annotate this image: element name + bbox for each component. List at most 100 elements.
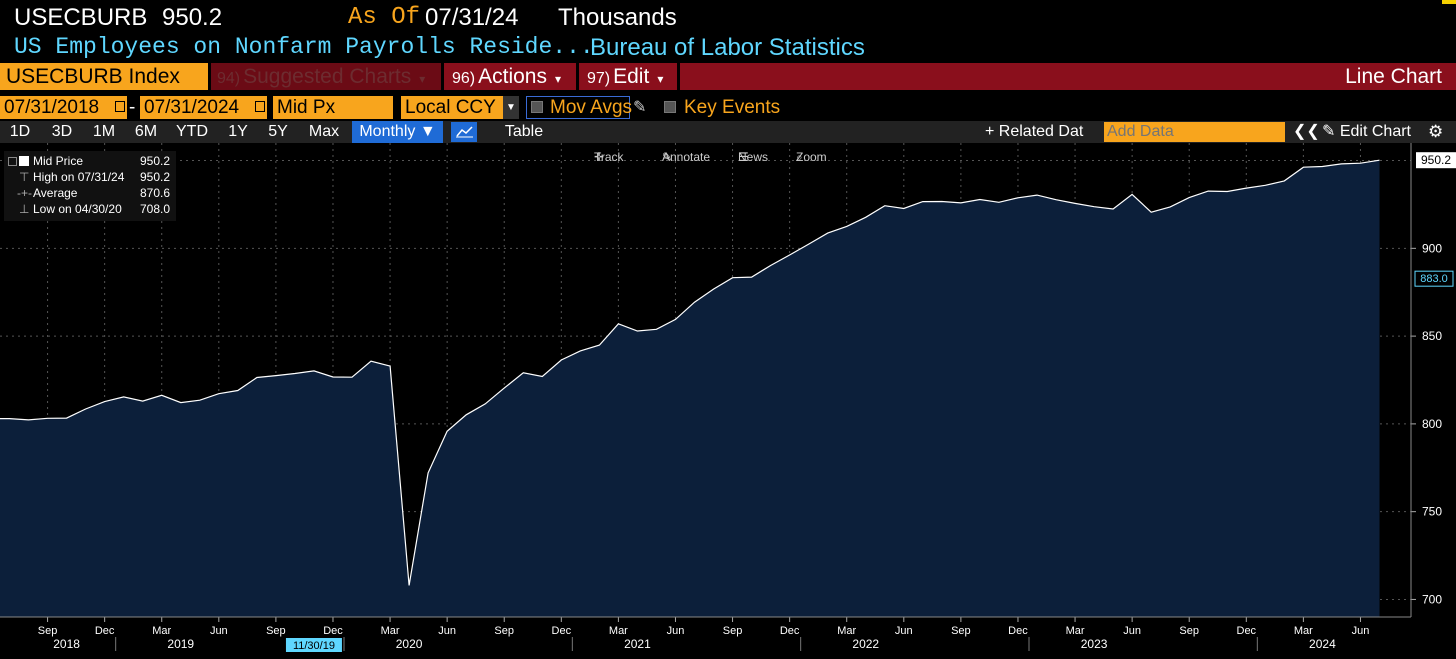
high-marker-icon: ⊤ (19, 170, 30, 184)
caret-down-icon: ▾ (657, 72, 664, 86)
x-tick-label: Dec (780, 625, 800, 637)
track-label: Track (594, 150, 624, 164)
x-tick-label: Sep (723, 625, 743, 637)
series-area (0, 159, 1380, 617)
edit-menu[interactable]: 97) Edit ▾ (579, 63, 677, 90)
y-tick-label: 850 (1422, 329, 1442, 343)
x-tick-label: Sep (951, 625, 971, 637)
period-1m[interactable]: 1M (92, 123, 116, 140)
x-year-label: 2021 (624, 637, 651, 651)
add-data-input[interactable] (1104, 122, 1285, 142)
security-field[interactable]: USECBURB Index (0, 63, 208, 90)
legend-low-row: ⊥ Low on 04/30/20 708.0 (4, 202, 176, 217)
x-tick-label: Mar (1294, 625, 1313, 637)
ticker: USECBURB (14, 4, 148, 31)
pen-icon: ✎ (662, 150, 673, 164)
menu-number: 97) (587, 70, 611, 87)
related-data-button[interactable]: + Related Dat (985, 123, 1084, 140)
price-field-select[interactable]: Mid Px (273, 96, 393, 119)
start-date-field[interactable]: 07/31/2018 (0, 96, 127, 119)
period-1y[interactable]: 1Y (228, 123, 248, 140)
options-row: 07/31/2018 - 07/31/2024 Mid Px Local CCY… (0, 96, 1456, 122)
chart-legend: Mid Price 950.2 ⊤ High on 07/31/24 950.2… (4, 151, 176, 221)
news-icon: ☰ (738, 150, 749, 164)
x-tick-label: Mar (152, 625, 171, 637)
x-tick-label: Sep (1179, 625, 1199, 637)
x-tick-label: Dec (552, 625, 572, 637)
zoom-label: Zoom (796, 150, 827, 164)
x-tick-label: Dec (1008, 625, 1028, 637)
period-3d[interactable]: 3D (51, 123, 73, 140)
period-max[interactable]: Max (308, 123, 340, 140)
series-swatch (19, 156, 29, 166)
suggested-charts-menu[interactable]: 94) Suggested Charts ▾ (211, 63, 441, 90)
table-button[interactable]: Table (504, 123, 544, 140)
currency-select[interactable]: Local CCY ▼ (401, 96, 519, 119)
y-tick-label: 700 (1422, 592, 1442, 606)
line-chart-icon[interactable] (451, 122, 477, 142)
last-value-label: 950.2 (1421, 153, 1451, 167)
menu-label: Edit (613, 65, 650, 88)
cursor-date-tag (285, 638, 342, 652)
actions-menu[interactable]: 96) Actions ▾ (444, 63, 576, 90)
x-tick-label: Sep (494, 625, 514, 637)
units: Thousands (558, 4, 677, 31)
legend-high-value: 950.2 (139, 170, 170, 184)
x-tick-label: Dec (1237, 625, 1257, 637)
magnifier-icon: ⌕ (796, 150, 803, 164)
calendar-icon[interactable] (115, 101, 125, 112)
expand-icon[interactable] (8, 157, 17, 166)
as-of-label: As Of (348, 4, 421, 31)
y-tick-label: 900 (1422, 241, 1442, 255)
mov-avgs-toggle[interactable]: Mov Avgs (526, 96, 633, 119)
mov-avgs-label: Mov Avgs (550, 97, 633, 118)
gear-icon[interactable]: ⚙ (1428, 122, 1444, 141)
divider (576, 63, 579, 90)
average-marker-icon: -+- (17, 186, 32, 200)
period-1d[interactable]: 1D (9, 123, 31, 140)
corner-indicator (1442, 0, 1456, 4)
menu-number: 96) (452, 70, 476, 87)
legend-average-value: 870.6 (139, 186, 170, 200)
collapse-icon[interactable]: ❮❮ (1293, 123, 1320, 140)
x-tick-label: Jun (1123, 625, 1141, 637)
as-of-date: 07/31/24 (425, 4, 519, 31)
last-value-tag (1416, 152, 1456, 169)
end-date-text: 07/31/2024 (144, 97, 240, 118)
marker-value-tag (1414, 270, 1454, 287)
end-date-field[interactable]: 07/31/2024 (140, 96, 267, 119)
command-bar: USECBURB Index 94) Suggested Charts ▾ 96) A… (0, 63, 1456, 90)
last-value: 950.2 (162, 4, 223, 31)
chevron-down-icon[interactable]: ▼ (503, 96, 519, 119)
start-date-text: 07/31/2018 (4, 97, 100, 118)
x-tick-label: Sep (38, 625, 58, 637)
news-label: News (738, 150, 769, 164)
edit-chart-button[interactable]: ✎ Edit Chart (1322, 121, 1411, 143)
key-events-checkbox[interactable] (664, 101, 676, 113)
caret-down-icon: ▾ (419, 72, 426, 86)
period-6m[interactable]: 6M (134, 123, 158, 140)
period-ytd[interactable]: YTD (176, 123, 208, 140)
header-line-1: USECBURB 950.2 As Of 07/31/24 Thousands (0, 4, 1456, 34)
cursor-date-label: 11/30/19 (293, 640, 335, 652)
mov-avgs-checkbox[interactable] (531, 101, 543, 113)
y-axis: 700 750 800 850 900 950.2 883.0 (1410, 143, 1456, 617)
x-tick-label: Jun (895, 625, 913, 637)
period-5y[interactable]: 5Y (268, 123, 288, 140)
pencil-icon[interactable]: ✎ (633, 99, 647, 116)
legend-mid-row: Mid Price 950.2 (4, 154, 176, 169)
legend-mid-value: 950.2 (139, 154, 170, 168)
low-marker-icon: ⊥ (19, 202, 30, 216)
legend-high-label: High on 07/31/24 (33, 170, 125, 184)
x-year-label: 2023 (1081, 637, 1108, 651)
header-line-2: US Employees on Nonfarm Payrolls Reside.… (0, 34, 1456, 64)
legend-low-value: 708.0 (139, 202, 170, 216)
menu-number: 94) (217, 70, 241, 87)
series-line (0, 159, 1380, 586)
calendar-icon[interactable] (255, 101, 265, 112)
x-year-label: 2020 (396, 637, 423, 651)
y-tick-label: 800 (1422, 417, 1442, 431)
currency-text: Local CCY (405, 97, 496, 118)
frequency-select[interactable]: Monthly ▼ (352, 121, 443, 143)
